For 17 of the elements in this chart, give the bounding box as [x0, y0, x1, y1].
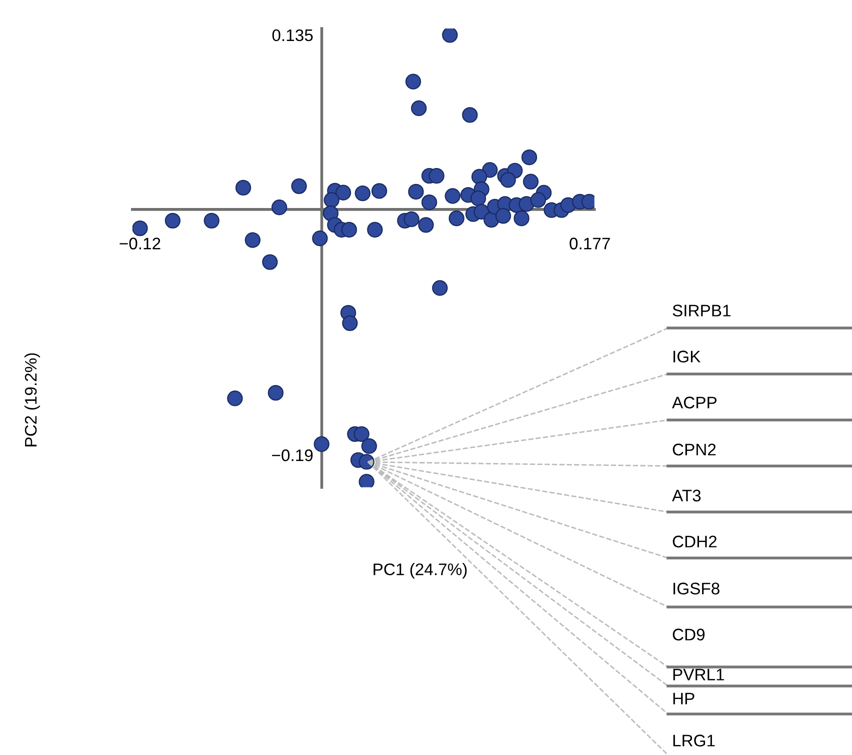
x-axis-title: PC1 (24.7%) — [374, 563, 467, 579]
text: CDH2 — [672, 536, 717, 548]
text: SIRPB1 — [672, 304, 730, 316]
text: PVRL1 — [673, 668, 724, 680]
text: AT3 — [672, 490, 701, 502]
text: IGSF8 — [674, 582, 720, 594]
text: ACPP — [672, 396, 717, 408]
text: IGK — [674, 350, 701, 362]
y-tick-label: 0.135 — [272, 29, 313, 42]
text: CD9 — [672, 628, 705, 640]
text: LRG1 — [673, 734, 715, 746]
text: CPN2 — [672, 444, 716, 456]
y-tick-label: −0.19 — [272, 449, 313, 462]
x-tick-label: −0.12 — [120, 238, 160, 250]
x-tick-label: 0.177 — [570, 238, 610, 250]
text: HP — [673, 692, 694, 704]
y-axis-title: PC2 (19.2%) — [24, 353, 40, 446]
